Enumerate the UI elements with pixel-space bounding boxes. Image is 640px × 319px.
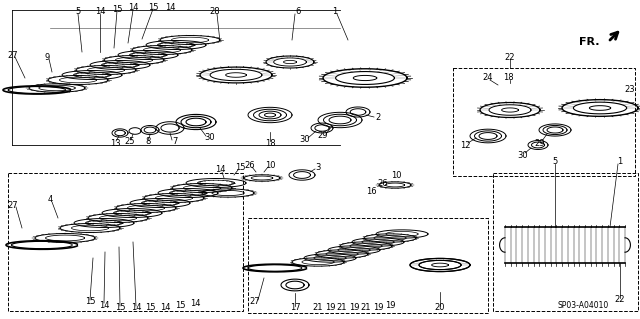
Text: 21: 21 — [313, 303, 323, 313]
Text: 3: 3 — [316, 162, 321, 172]
Text: 8: 8 — [145, 137, 150, 146]
Bar — [493, 173, 638, 311]
Text: 28: 28 — [210, 8, 220, 17]
Text: 15: 15 — [115, 303, 125, 313]
Text: 30: 30 — [300, 136, 310, 145]
Text: 13: 13 — [109, 138, 120, 147]
Text: 15: 15 — [145, 303, 156, 313]
Text: 5: 5 — [552, 158, 557, 167]
Text: 14: 14 — [131, 303, 141, 313]
Text: 18: 18 — [265, 138, 275, 147]
Text: 19: 19 — [372, 303, 383, 313]
Text: 15: 15 — [235, 164, 245, 173]
Text: 15: 15 — [112, 4, 122, 13]
Text: 10: 10 — [391, 170, 401, 180]
Text: 1: 1 — [618, 158, 623, 167]
Text: 27: 27 — [8, 50, 19, 60]
Text: 20: 20 — [435, 303, 445, 313]
Text: 12: 12 — [460, 140, 470, 150]
Bar — [248, 218, 488, 313]
Text: 24: 24 — [483, 73, 493, 83]
Text: 23: 23 — [625, 85, 636, 94]
Text: 14: 14 — [128, 4, 138, 12]
Text: 14: 14 — [215, 166, 225, 174]
Text: SP03-A04010: SP03-A04010 — [558, 300, 609, 309]
Text: 14: 14 — [99, 300, 109, 309]
Text: 17: 17 — [290, 303, 300, 313]
Text: 10: 10 — [265, 160, 275, 169]
Text: 15: 15 — [84, 298, 95, 307]
Text: 14: 14 — [164, 3, 175, 11]
Text: 14: 14 — [160, 303, 170, 313]
Text: 4: 4 — [47, 196, 52, 204]
Text: 19: 19 — [349, 303, 359, 313]
Text: 29: 29 — [317, 131, 328, 140]
Text: 19: 19 — [385, 301, 396, 310]
Text: FR.: FR. — [579, 37, 600, 47]
Text: 18: 18 — [502, 73, 513, 83]
Text: 27: 27 — [8, 201, 19, 210]
Text: 6: 6 — [295, 8, 301, 17]
Text: 2: 2 — [376, 113, 381, 122]
Text: 26: 26 — [378, 179, 388, 188]
Text: 21: 21 — [337, 303, 348, 313]
Text: 7: 7 — [172, 137, 178, 146]
Text: 22: 22 — [615, 295, 625, 305]
Text: 15: 15 — [148, 3, 158, 11]
Text: 1: 1 — [332, 8, 338, 17]
Text: 14: 14 — [189, 300, 200, 308]
Bar — [453, 68, 635, 176]
Text: 15: 15 — [175, 301, 185, 310]
Text: 29: 29 — [535, 138, 545, 147]
Text: 19: 19 — [324, 303, 335, 313]
Text: 14: 14 — [95, 8, 105, 17]
Text: 26: 26 — [244, 160, 255, 169]
Text: 30: 30 — [518, 151, 528, 160]
Text: 22: 22 — [505, 53, 515, 62]
Text: 5: 5 — [76, 8, 81, 17]
Text: 27: 27 — [250, 298, 260, 307]
Text: 9: 9 — [44, 53, 50, 62]
Text: 30: 30 — [205, 133, 215, 143]
Text: 25: 25 — [125, 137, 135, 146]
Bar — [8, 173, 243, 311]
Text: 21: 21 — [361, 303, 371, 313]
Text: 16: 16 — [365, 187, 376, 196]
